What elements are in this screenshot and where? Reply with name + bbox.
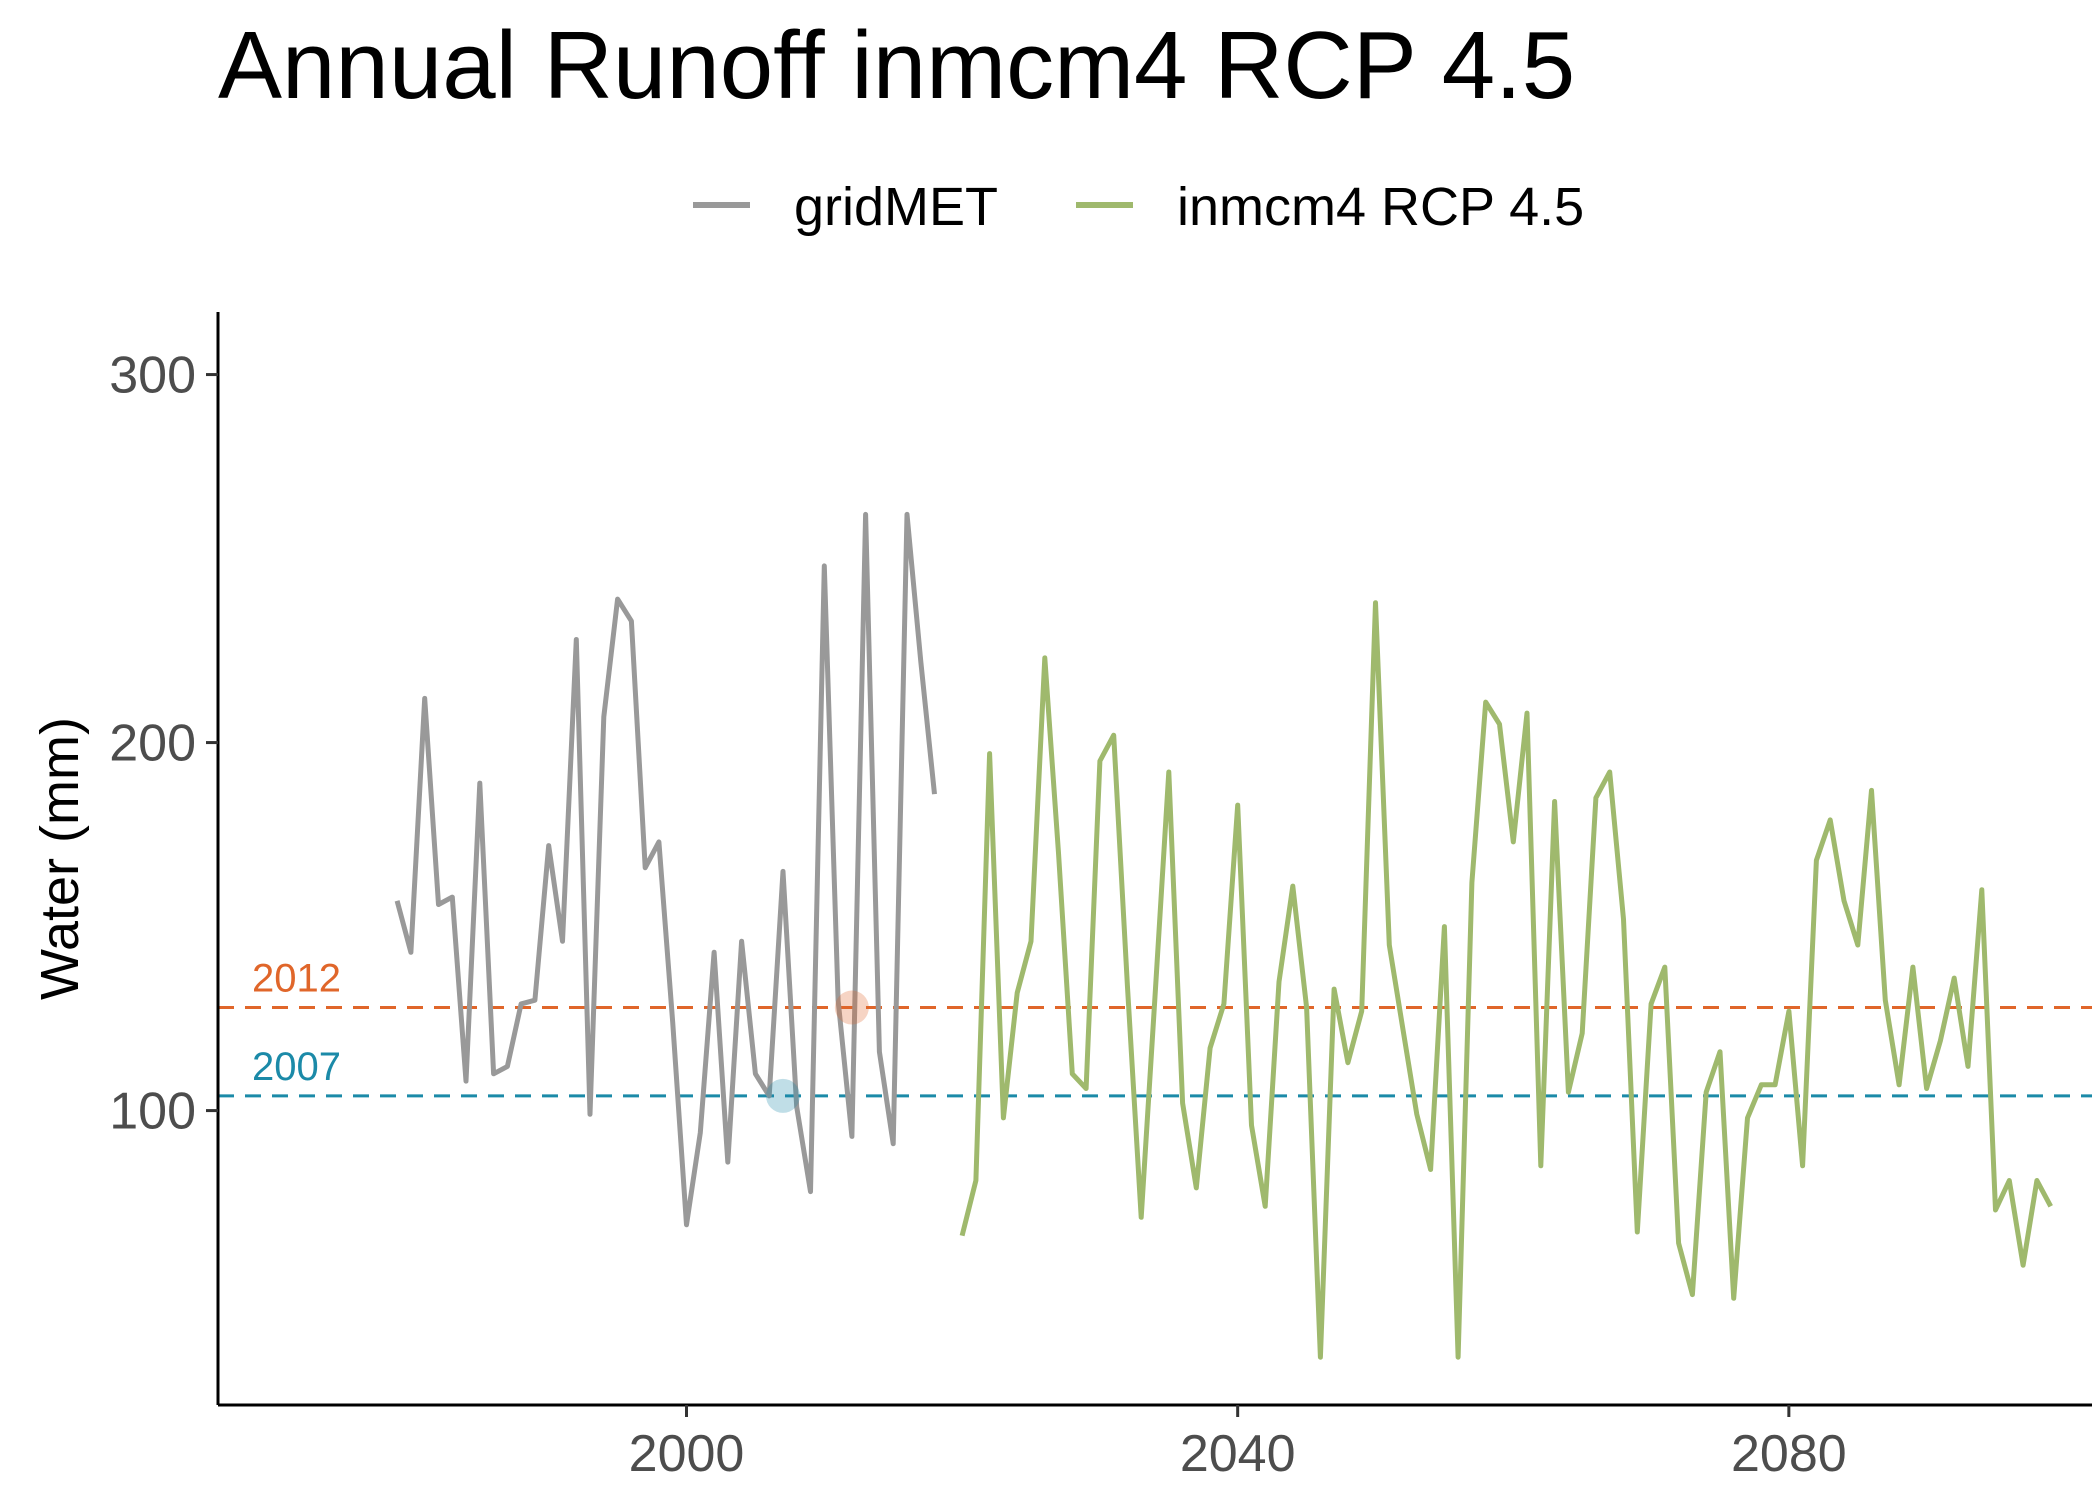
- x-tick-label: 2000: [629, 1425, 745, 1483]
- series-lines: [394, 511, 2053, 1360]
- reference-label-2007: 2007: [252, 1045, 341, 1089]
- y-tick-label: 200: [109, 715, 196, 773]
- legend-label-inmcm4: inmcm4 RCP 4.5: [1177, 177, 1584, 237]
- series-line-inmcm4-rcp-4-5: [959, 600, 2053, 1360]
- x-tick-label: 2040: [1180, 1425, 1296, 1483]
- y-tick-label: 100: [109, 1083, 196, 1141]
- axes: 100 200 300 2000 2040 2080: [109, 312, 2092, 1483]
- chart-title: Annual Runoff inmcm4 RCP 4.5: [218, 12, 1575, 119]
- reference-label-2012: 2012: [252, 957, 341, 1001]
- legend: gridMET inmcm4 RCP 4.5: [693, 177, 1584, 237]
- series-line-gridmet: [394, 511, 937, 1228]
- y-axis-label: Water (mm): [30, 717, 90, 1000]
- y-tick-label: 300: [109, 347, 196, 405]
- highlight-marker-2012: [834, 990, 869, 1025]
- x-tick-label: 2080: [1731, 1425, 1847, 1483]
- reference-lines: 2012 2007: [218, 957, 2092, 1098]
- legend-label-gridmet: gridMET: [794, 177, 998, 237]
- highlight-marker-2007: [765, 1078, 800, 1113]
